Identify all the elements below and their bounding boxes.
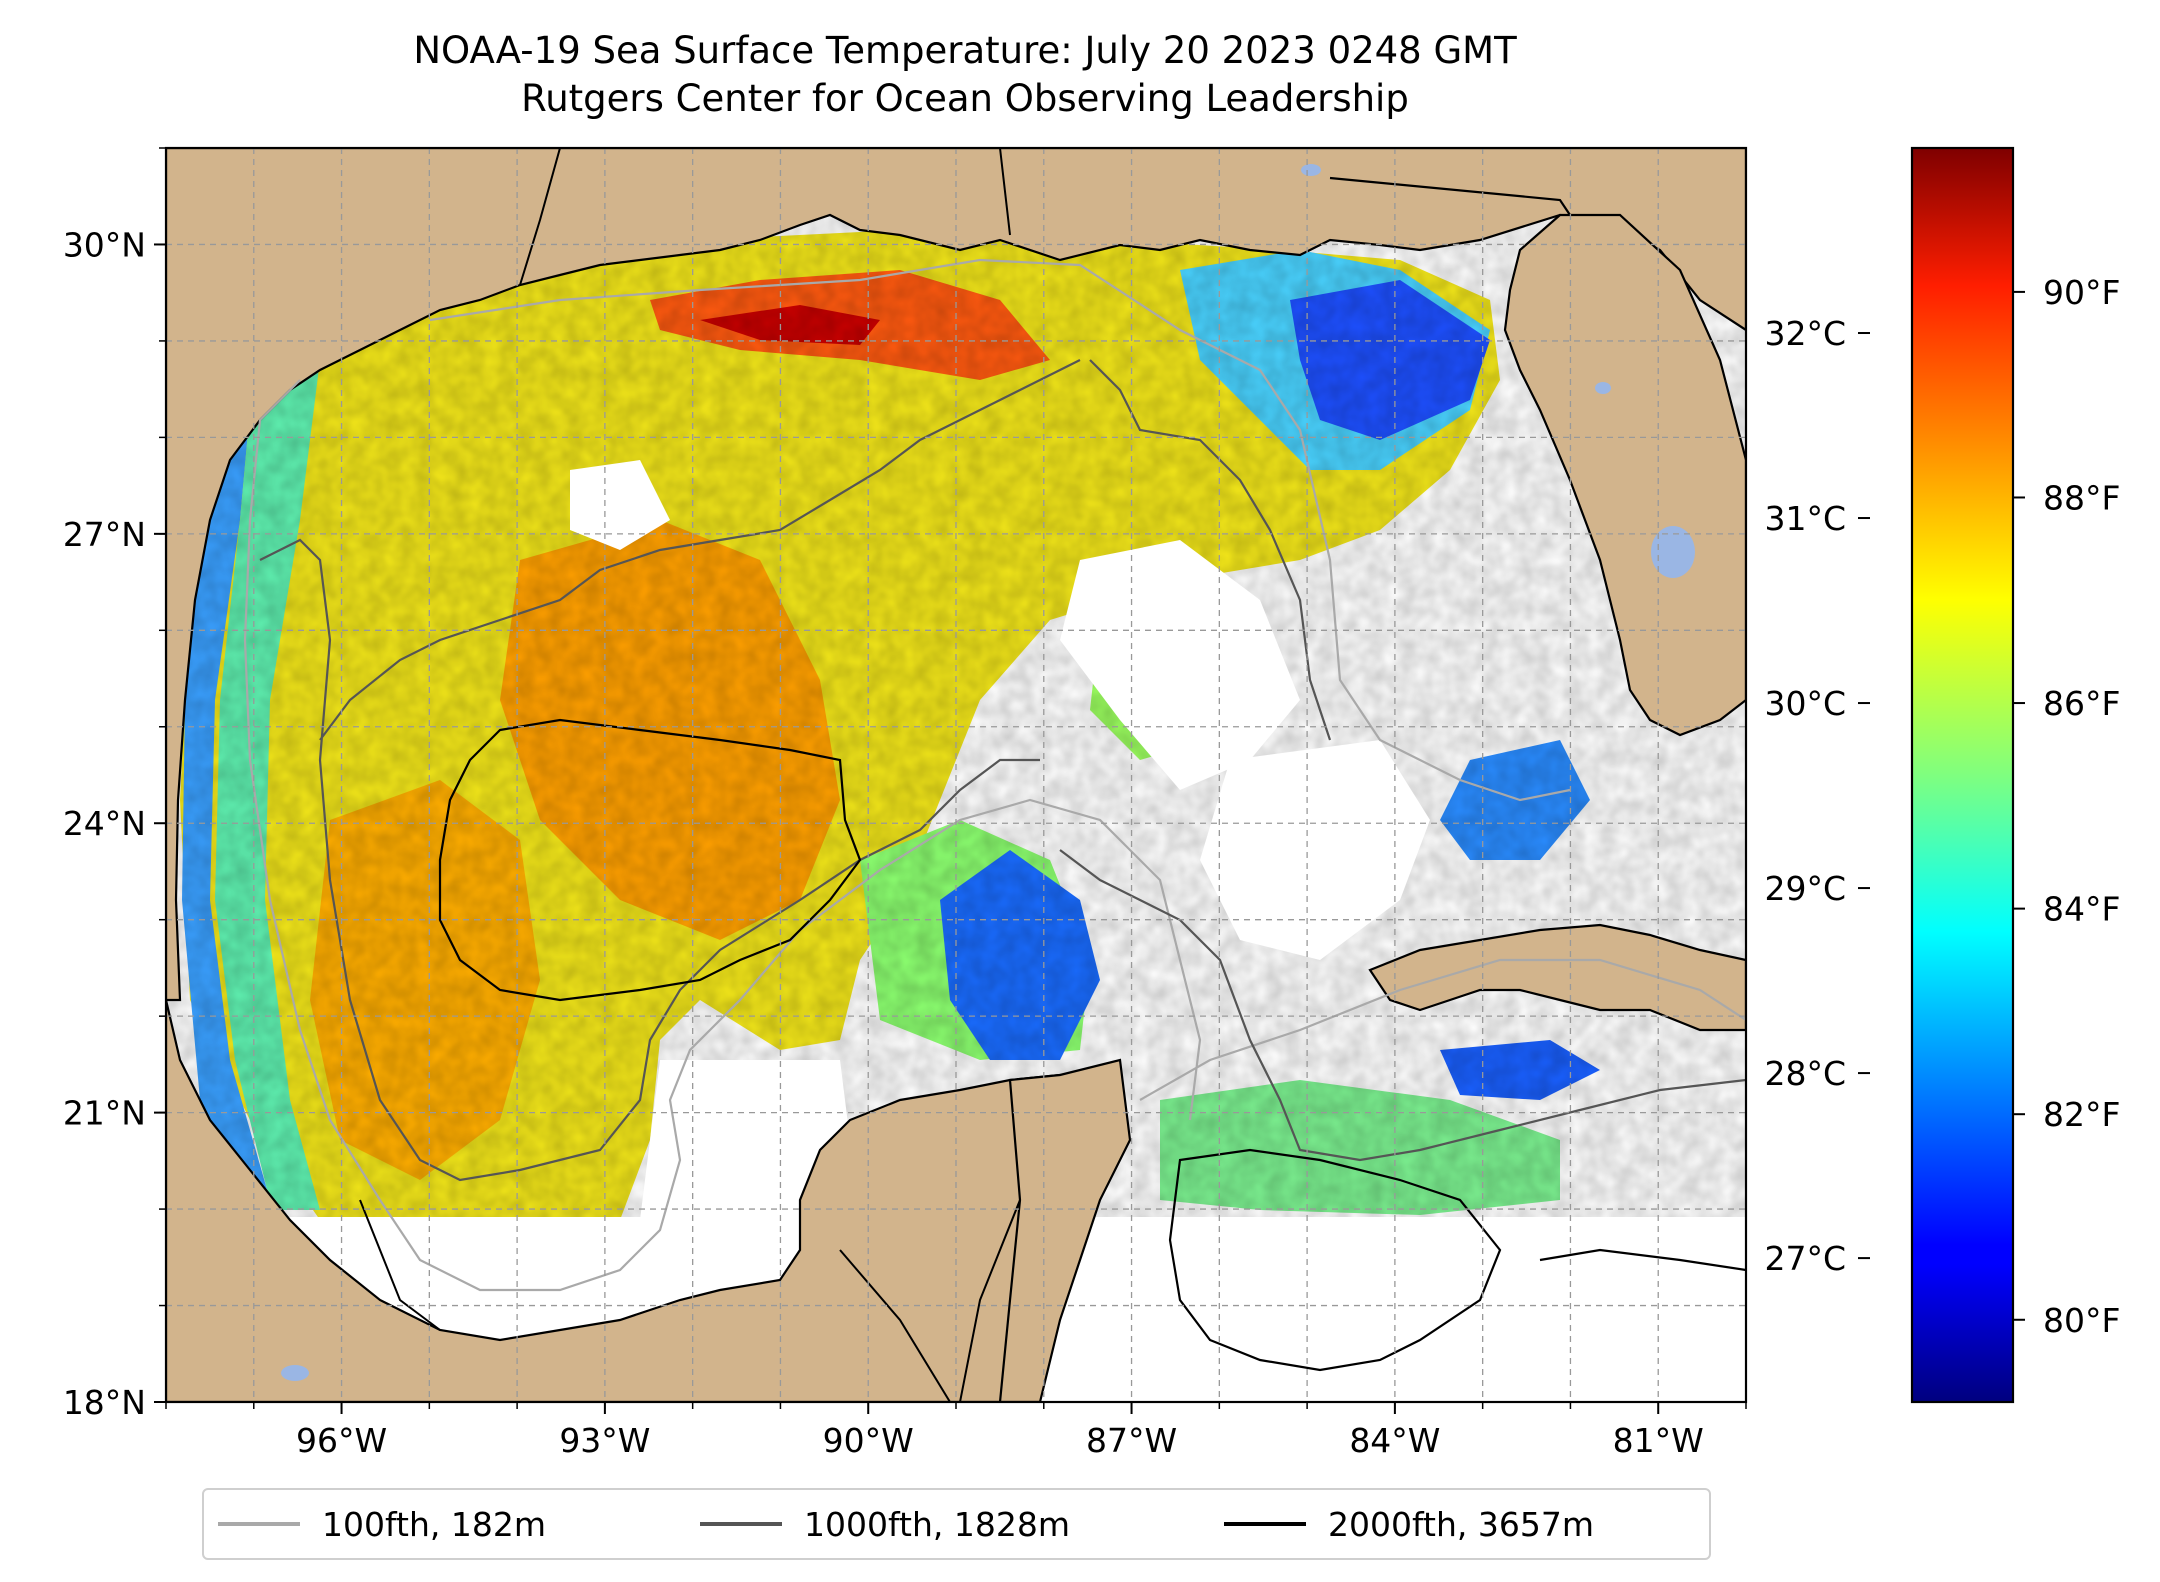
colorbar-label-f: 80°F [2043,1301,2120,1340]
colorbar-label-f: 88°F [2043,478,2120,517]
lat-tick-label: 24°N [63,804,146,843]
legend-swatch-2000fth [1224,1522,1306,1526]
cloud-gap-central [570,460,670,550]
state-border-florida [1329,176,1571,216]
legend-item-2000fth: 2000fth, 3657m [1224,1490,1594,1558]
lon-tick-label: 84°W [1349,1421,1440,1460]
chart-title: NOAA-19 Sea Surface Temperature: July 20… [413,29,1517,72]
legend-label-100fth: 100fth, 182m [322,1504,546,1544]
lon-tick-label: 96°W [296,1421,387,1460]
colorbar-label-f: 82°F [2043,1095,2120,1134]
colorbar-label-f: 84°F [2043,890,2120,929]
lake-mexico [281,1365,309,1381]
colorbar-label-f: 90°F [2043,273,2120,312]
lon-tick-label: 81°W [1613,1421,1704,1460]
lat-tick-label: 18°N [63,1383,146,1422]
colorbar-label-c: 30°C [1764,684,1846,723]
lon-tick-label: 87°W [1086,1421,1177,1460]
colorbar-label-c: 31°C [1764,499,1846,538]
chart-subtitle: Rutgers Center for Ocean Observing Leade… [521,77,1409,120]
lake-okeechobee [1651,526,1695,578]
lat-tick-label: 21°N [63,1094,146,1133]
country-borders [359,148,1021,1402]
colorbar-gradient [1910,146,2015,1404]
legend-swatch-100fth [218,1522,300,1526]
cloud-gap-east [1060,540,1300,790]
colorbar-label-c: 32°C [1764,314,1846,353]
inland-water [281,164,1695,1381]
map-area [166,148,1746,1402]
lat-tick-label: 30°N [63,225,146,264]
colorbar-label-f: 86°F [2043,684,2120,723]
cloud-gap-southeast [1200,740,1430,960]
lon-tick-label: 90°W [823,1421,914,1460]
bathymetry-contours [243,148,1746,1402]
land-cuba [1368,923,1746,1032]
lake-alabama [1301,164,1321,176]
legend-label-1000fth: 1000fth, 1828m [804,1504,1070,1544]
lake-small-florida [1595,382,1611,394]
bathymetry-legend: 100fth, 182m 1000fth, 1828m 2000fth, 365… [202,1488,1711,1560]
lon-tick-label: 93°W [559,1421,650,1460]
legend-swatch-1000fth [700,1522,782,1526]
legend-label-2000fth: 2000fth, 3657m [1328,1504,1594,1544]
land [166,148,1746,1402]
contour-100fth [243,258,1746,1292]
gridlines [166,148,1746,1402]
colorbar: 80°F 82°F 84°F 86°F 88°F 90°F 27°C 28°C 29°C 30°C… [1764,146,2120,1404]
axis-ticks: 96°W 93°W 90°W 87°W 84°W 81°W 18°N 21°N 24°N 27°N… [63,147,1747,1460]
colorbar-label-c: 29°C [1764,869,1846,908]
lat-tick-label: 27°N [63,515,146,554]
contour-2000fth [438,718,1746,1372]
colorbar-label-c: 28°C [1764,1054,1846,1093]
land-yucatan-east [998,1058,1132,1402]
colorbar-label-c: 27°C [1764,1239,1846,1278]
land-florida-peninsula [1503,213,1746,737]
legend-item-1000fth: 1000fth, 1828m [700,1490,1070,1558]
legend-item-100fth: 100fth, 182m [218,1490,546,1558]
land-us-gulf-coast [166,148,1746,1002]
colorbar-ticks: 80°F 82°F 84°F 86°F 88°F 90°F 27°C 28°C 29°C 30°C… [1764,273,2120,1340]
cloud-gap-campeche [640,1060,860,1220]
contour-1000fth [259,359,1746,1182]
